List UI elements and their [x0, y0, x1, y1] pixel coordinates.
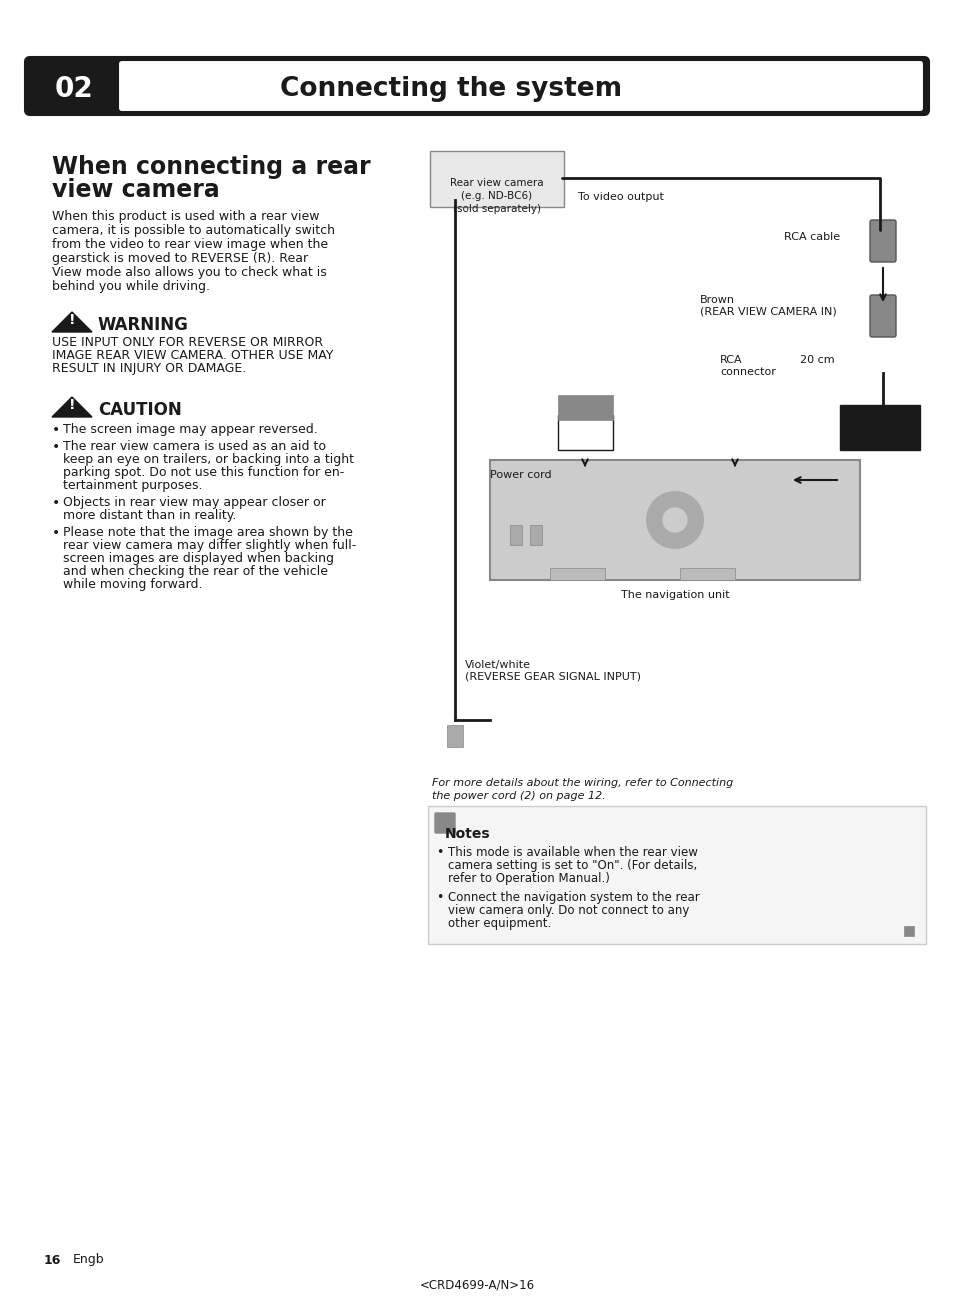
Text: RESULT IN INJURY OR DAMAGE.: RESULT IN INJURY OR DAMAGE.	[52, 362, 246, 375]
Text: Brown
(REAR VIEW CAMERA IN): Brown (REAR VIEW CAMERA IN)	[700, 295, 836, 316]
FancyBboxPatch shape	[869, 220, 895, 261]
Text: Notes: Notes	[444, 827, 490, 840]
Text: Rear view camera
(e.g. ND-BC6)
(sold separately): Rear view camera (e.g. ND-BC6) (sold sep…	[450, 178, 543, 214]
Text: To video output: To video output	[578, 192, 663, 203]
Text: For more details about the wiring, refer to Connecting
the power cord (2) on pag: For more details about the wiring, refer…	[432, 778, 733, 801]
Text: Power cord: Power cord	[490, 471, 551, 480]
Text: !: !	[69, 312, 75, 327]
Text: •: •	[52, 525, 60, 540]
Bar	[530, 525, 541, 545]
Text: tertainment purposes.: tertainment purposes.	[63, 478, 202, 491]
Text: •: •	[52, 423, 60, 437]
Polygon shape	[52, 312, 91, 332]
Text: Violet/white
(REVERSE GEAR SIGNAL INPUT): Violet/white (REVERSE GEAR SIGNAL INPUT)	[464, 660, 640, 681]
Bar	[490, 460, 859, 580]
Text: •: •	[436, 846, 443, 859]
Text: The screen image may appear reversed.: The screen image may appear reversed.	[63, 423, 317, 437]
Bar	[558, 395, 613, 420]
Text: rear view camera may differ slightly when full-: rear view camera may differ slightly whe…	[63, 538, 355, 552]
Circle shape	[36, 1244, 68, 1276]
Text: parking spot. Do not use this function for en-: parking spot. Do not use this function f…	[63, 467, 344, 478]
Text: camera setting is set to "On". (For details,: camera setting is set to "On". (For deta…	[448, 859, 697, 872]
Text: 02: 02	[54, 74, 93, 103]
Text: Connecting the system: Connecting the system	[280, 76, 621, 102]
Text: CAUTION: CAUTION	[98, 401, 182, 420]
Text: behind you while driving.: behind you while driving.	[52, 280, 210, 293]
Text: <CRD4699-A/N>16: <CRD4699-A/N>16	[419, 1278, 534, 1291]
Text: 20 cm: 20 cm	[800, 356, 834, 365]
Text: !: !	[69, 399, 75, 412]
Text: The rear view camera is used as an aid to: The rear view camera is used as an aid t…	[63, 440, 326, 454]
Text: This mode is available when the rear view: This mode is available when the rear vie…	[448, 846, 698, 859]
Text: refer to Operation Manual.): refer to Operation Manual.)	[448, 872, 609, 885]
Bar	[840, 405, 919, 450]
Text: more distant than in reality.: more distant than in reality.	[63, 508, 236, 521]
Text: 16: 16	[43, 1253, 61, 1266]
Text: •: •	[436, 891, 443, 904]
Bar	[903, 925, 913, 936]
Bar	[558, 416, 613, 450]
Text: When connecting a rear: When connecting a rear	[52, 156, 370, 179]
Bar	[550, 569, 604, 580]
FancyBboxPatch shape	[435, 813, 455, 833]
Text: view camera only. Do not connect to any: view camera only. Do not connect to any	[448, 904, 689, 918]
Circle shape	[427, 727, 482, 783]
Circle shape	[646, 491, 702, 548]
Text: Please note that the image area shown by the: Please note that the image area shown by…	[63, 525, 353, 538]
Text: •: •	[52, 440, 60, 454]
Text: camera, it is possible to automatically switch: camera, it is possible to automatically …	[52, 223, 335, 237]
Text: Section: Section	[52, 61, 96, 72]
FancyBboxPatch shape	[428, 806, 925, 944]
FancyBboxPatch shape	[25, 58, 928, 115]
Circle shape	[874, 307, 890, 323]
Text: Engb: Engb	[73, 1253, 105, 1266]
Text: while moving forward.: while moving forward.	[63, 578, 202, 591]
Bar	[679, 569, 734, 580]
Circle shape	[662, 508, 686, 532]
Text: •: •	[52, 495, 60, 510]
Circle shape	[874, 233, 890, 248]
Text: from the video to rear view image when the: from the video to rear view image when t…	[52, 238, 328, 251]
FancyBboxPatch shape	[430, 152, 563, 207]
Text: The navigation unit: The navigation unit	[620, 589, 728, 600]
Text: view camera: view camera	[52, 178, 219, 203]
FancyBboxPatch shape	[25, 58, 123, 115]
FancyBboxPatch shape	[869, 295, 895, 337]
Text: View mode also allows you to check what is: View mode also allows you to check what …	[52, 267, 327, 278]
Text: screen images are displayed when backing: screen images are displayed when backing	[63, 552, 334, 565]
Text: RCA
connector: RCA connector	[720, 356, 775, 376]
Bar	[447, 725, 462, 748]
Text: other equipment.: other equipment.	[448, 918, 551, 931]
Text: RCA cable: RCA cable	[783, 233, 840, 242]
Text: When this product is used with a rear view: When this product is used with a rear vi…	[52, 210, 319, 223]
Bar	[510, 525, 521, 545]
Text: Objects in rear view may appear closer or: Objects in rear view may appear closer o…	[63, 495, 325, 508]
Text: WARNING: WARNING	[98, 316, 189, 335]
Text: Connect the navigation system to the rear: Connect the navigation system to the rea…	[448, 891, 699, 904]
Text: USE INPUT ONLY FOR REVERSE OR MIRROR: USE INPUT ONLY FOR REVERSE OR MIRROR	[52, 336, 323, 349]
Polygon shape	[52, 397, 91, 417]
Text: keep an eye on trailers, or backing into a tight: keep an eye on trailers, or backing into…	[63, 454, 354, 467]
Text: and when checking the rear of the vehicle: and when checking the rear of the vehicl…	[63, 565, 328, 578]
Text: IMAGE REAR VIEW CAMERA. OTHER USE MAY: IMAGE REAR VIEW CAMERA. OTHER USE MAY	[52, 349, 333, 362]
Text: gearstick is moved to REVERSE (R). Rear: gearstick is moved to REVERSE (R). Rear	[52, 252, 308, 265]
FancyBboxPatch shape	[118, 60, 923, 112]
